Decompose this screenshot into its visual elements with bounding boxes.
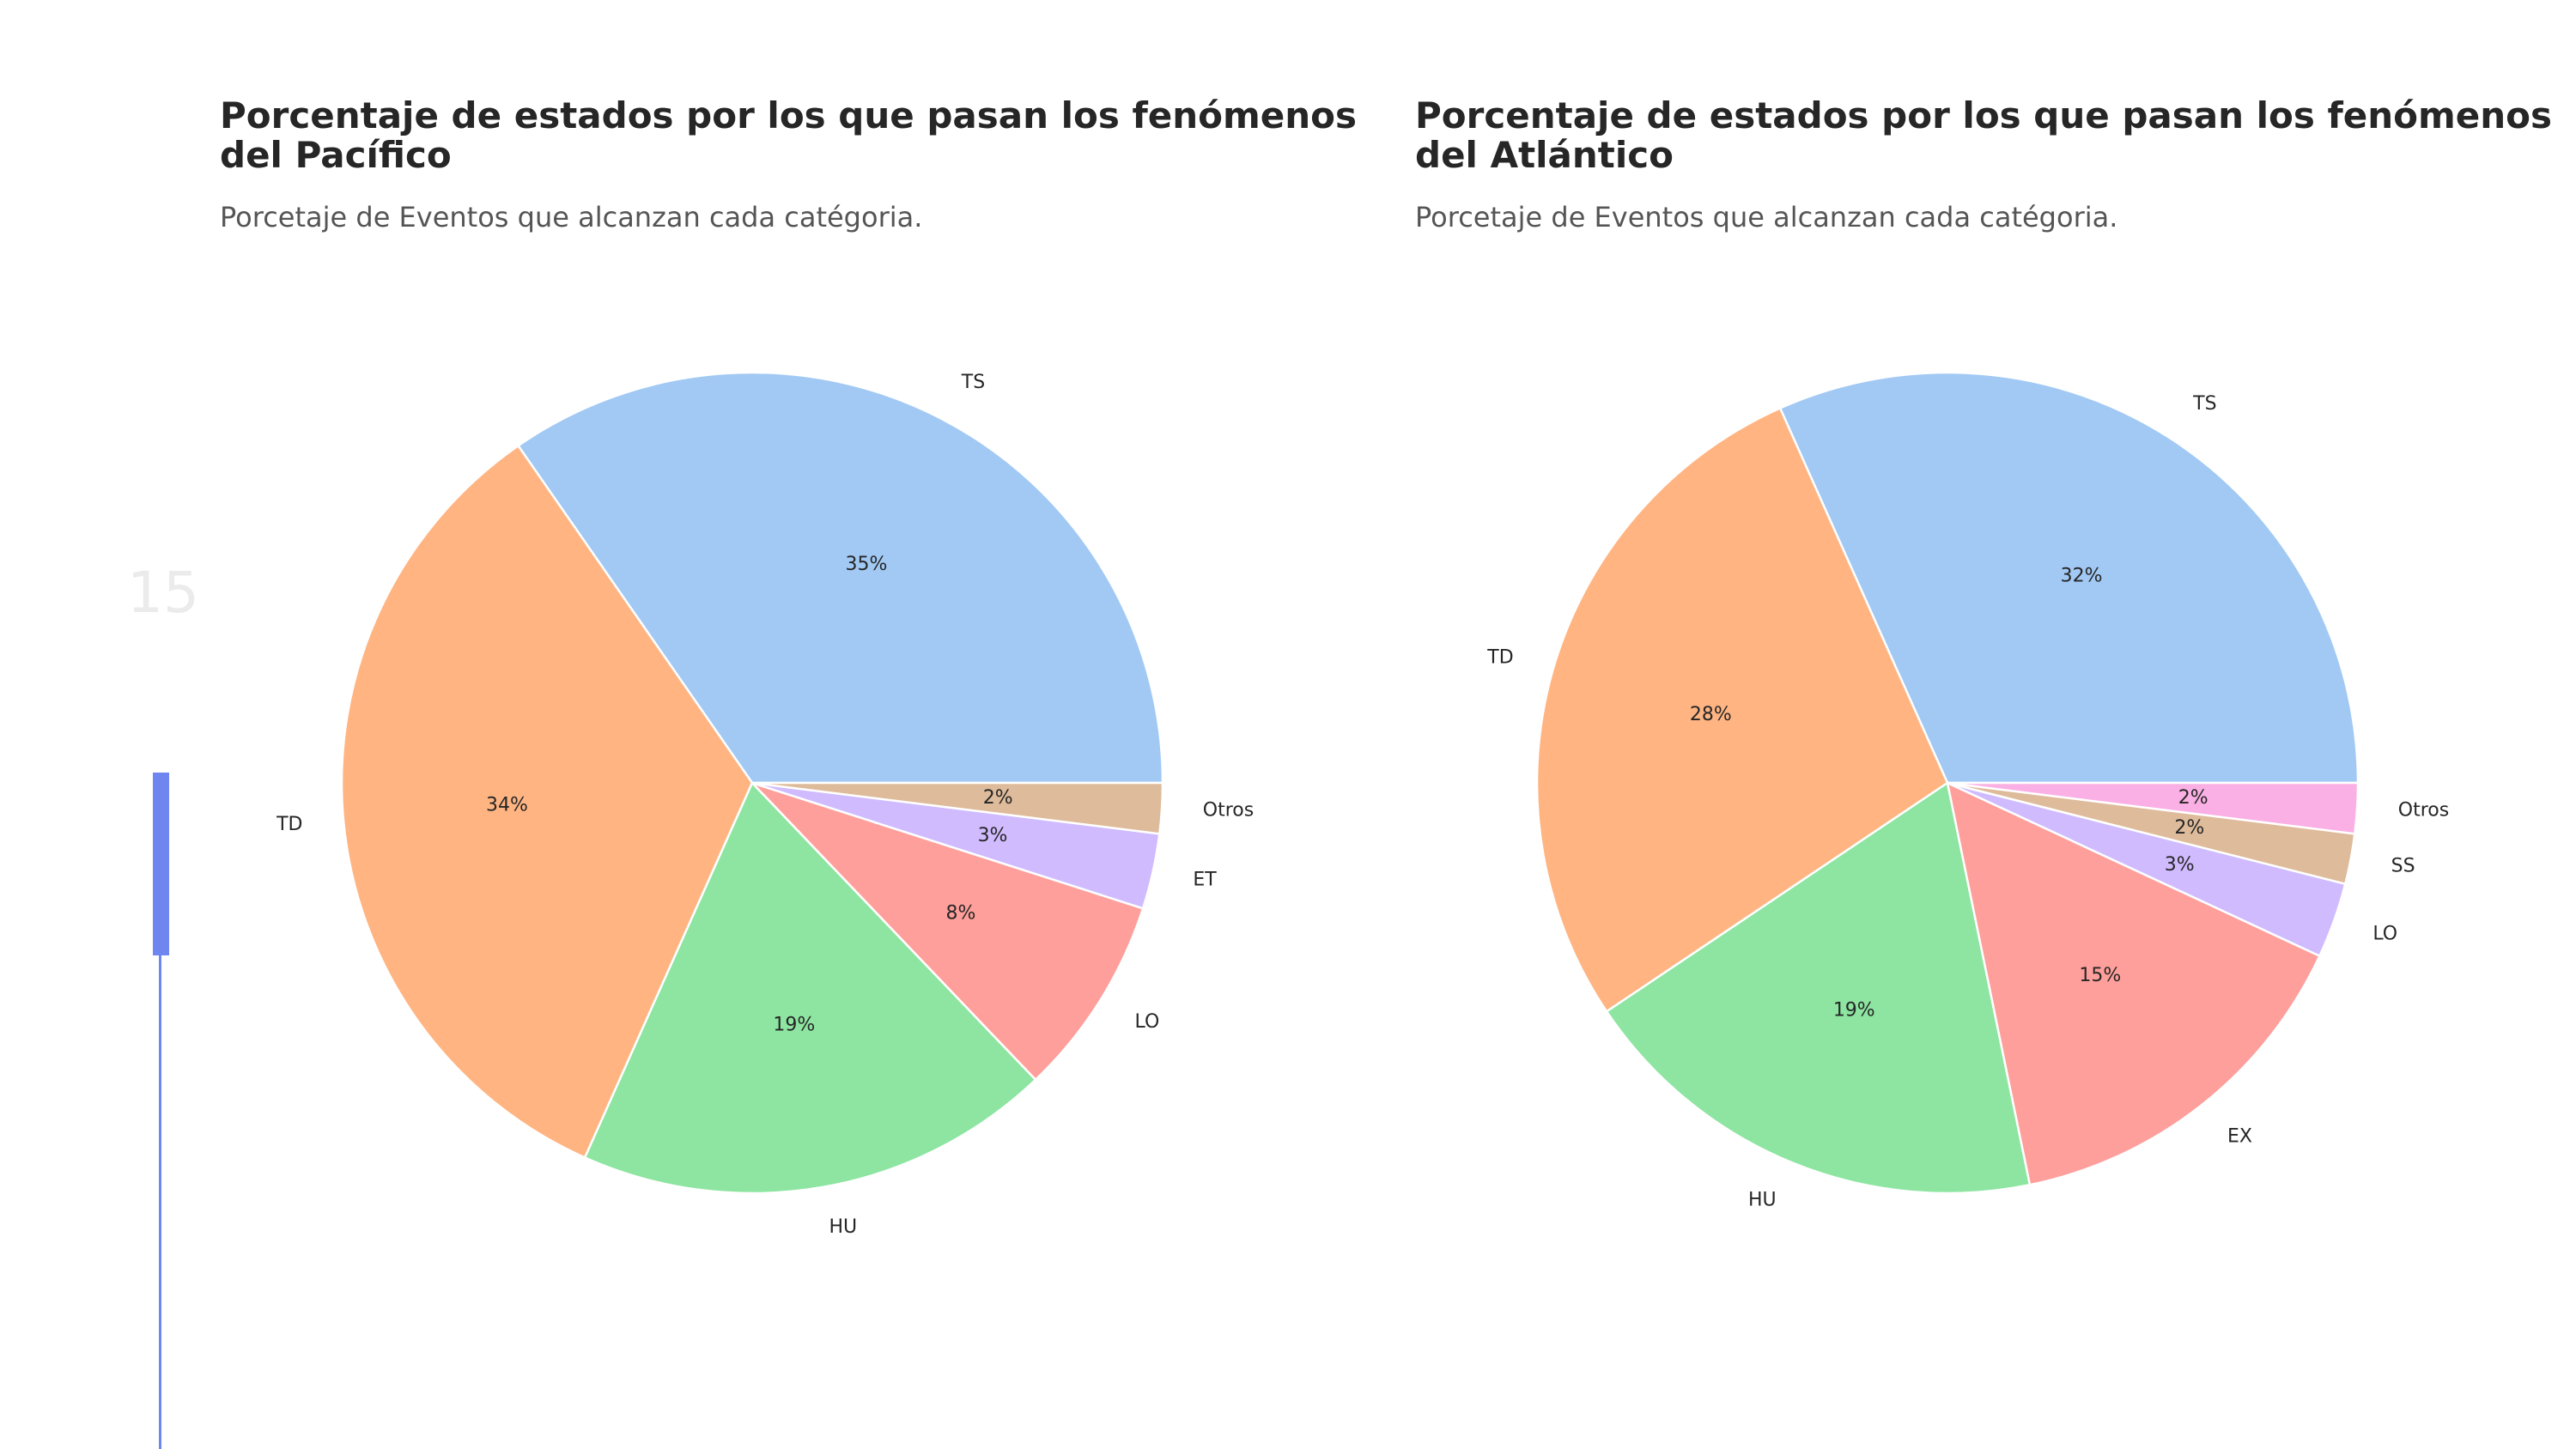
pie-slice-td	[340, 444, 754, 1160]
category-label-lo: LO	[1135, 1011, 1160, 1033]
pct-label-ts: 35%	[846, 554, 888, 575]
pct-label-td: 34%	[486, 795, 528, 816]
pie-slice-otros	[1947, 781, 2360, 835]
category-label-ex: EX	[2227, 1126, 2252, 1148]
pie-slice-hu	[583, 780, 1037, 1195]
pie-chart-atlantico: 32% TS 28% TD 19% HU 15% EX 3% LO 2% SS 2% Otros	[1486, 371, 2449, 1211]
category-label-td: TD	[276, 814, 302, 835]
pie-chart-pacifico: 35% TS 34% TD 19% HU 8% LO 3% ET 2% Otros	[276, 371, 1254, 1238]
chart-panel-pacifico: Porcentaje de estados por los que pasan …	[220, 0, 1415, 1449]
progress-fill	[153, 773, 169, 955]
category-label-otros: Otros	[2398, 800, 2449, 822]
chart-title: Porcentaje de estados por los que pasan …	[220, 94, 1358, 176]
pie-slice-ex	[1946, 780, 2322, 1186]
pie-slice-hu	[1605, 780, 2032, 1195]
pct-label-hu: 19%	[773, 1015, 815, 1036]
pie-slice-lo	[751, 781, 1145, 1082]
pct-label-lo: 8%	[946, 902, 976, 924]
page-number: 15	[127, 560, 199, 626]
pct-label-td: 28%	[1690, 704, 1732, 725]
category-label-hu: HU	[1748, 1190, 1777, 1211]
category-label-ts: TS	[2192, 393, 2216, 415]
chart-title: Porcentaje de estados por los que pasan …	[1415, 94, 2553, 176]
pct-label-hu: 19%	[1833, 999, 1875, 1021]
category-label-hu: HU	[829, 1216, 858, 1238]
category-label-td: TD	[1486, 647, 1513, 669]
pct-label-otros: 2%	[983, 787, 1013, 809]
category-label-ss: SS	[2391, 856, 2415, 877]
pct-label-ex: 15%	[2079, 965, 2121, 986]
pct-label-ts: 32%	[2061, 565, 2103, 586]
chart-panel-atlantico: Porcentaje de estados por los que pasan …	[1415, 0, 2576, 1449]
category-label-otros: Otros	[1203, 800, 1254, 822]
pct-label-lo: 3%	[2165, 854, 2195, 876]
category-label-ts: TS	[961, 372, 985, 393]
chart-subtitle: Porcetaje de Eventos que alcanzan cada c…	[220, 201, 923, 233]
category-label-lo: LO	[2372, 923, 2397, 944]
pct-label-et: 3%	[978, 825, 1008, 846]
pct-label-ss: 2%	[2174, 817, 2204, 839]
chart-subtitle: Porcetaje de Eventos que alcanzan cada c…	[1415, 201, 2118, 233]
pie-slice-otros	[751, 781, 1164, 835]
pie-slice-ts	[516, 371, 1164, 785]
pie-slice-ts	[1778, 371, 2360, 785]
progress-track	[159, 773, 161, 1449]
pct-label-otros: 2%	[2178, 787, 2208, 809]
pie-slice-td	[1535, 406, 1949, 1014]
category-label-et: ET	[1193, 870, 1217, 891]
